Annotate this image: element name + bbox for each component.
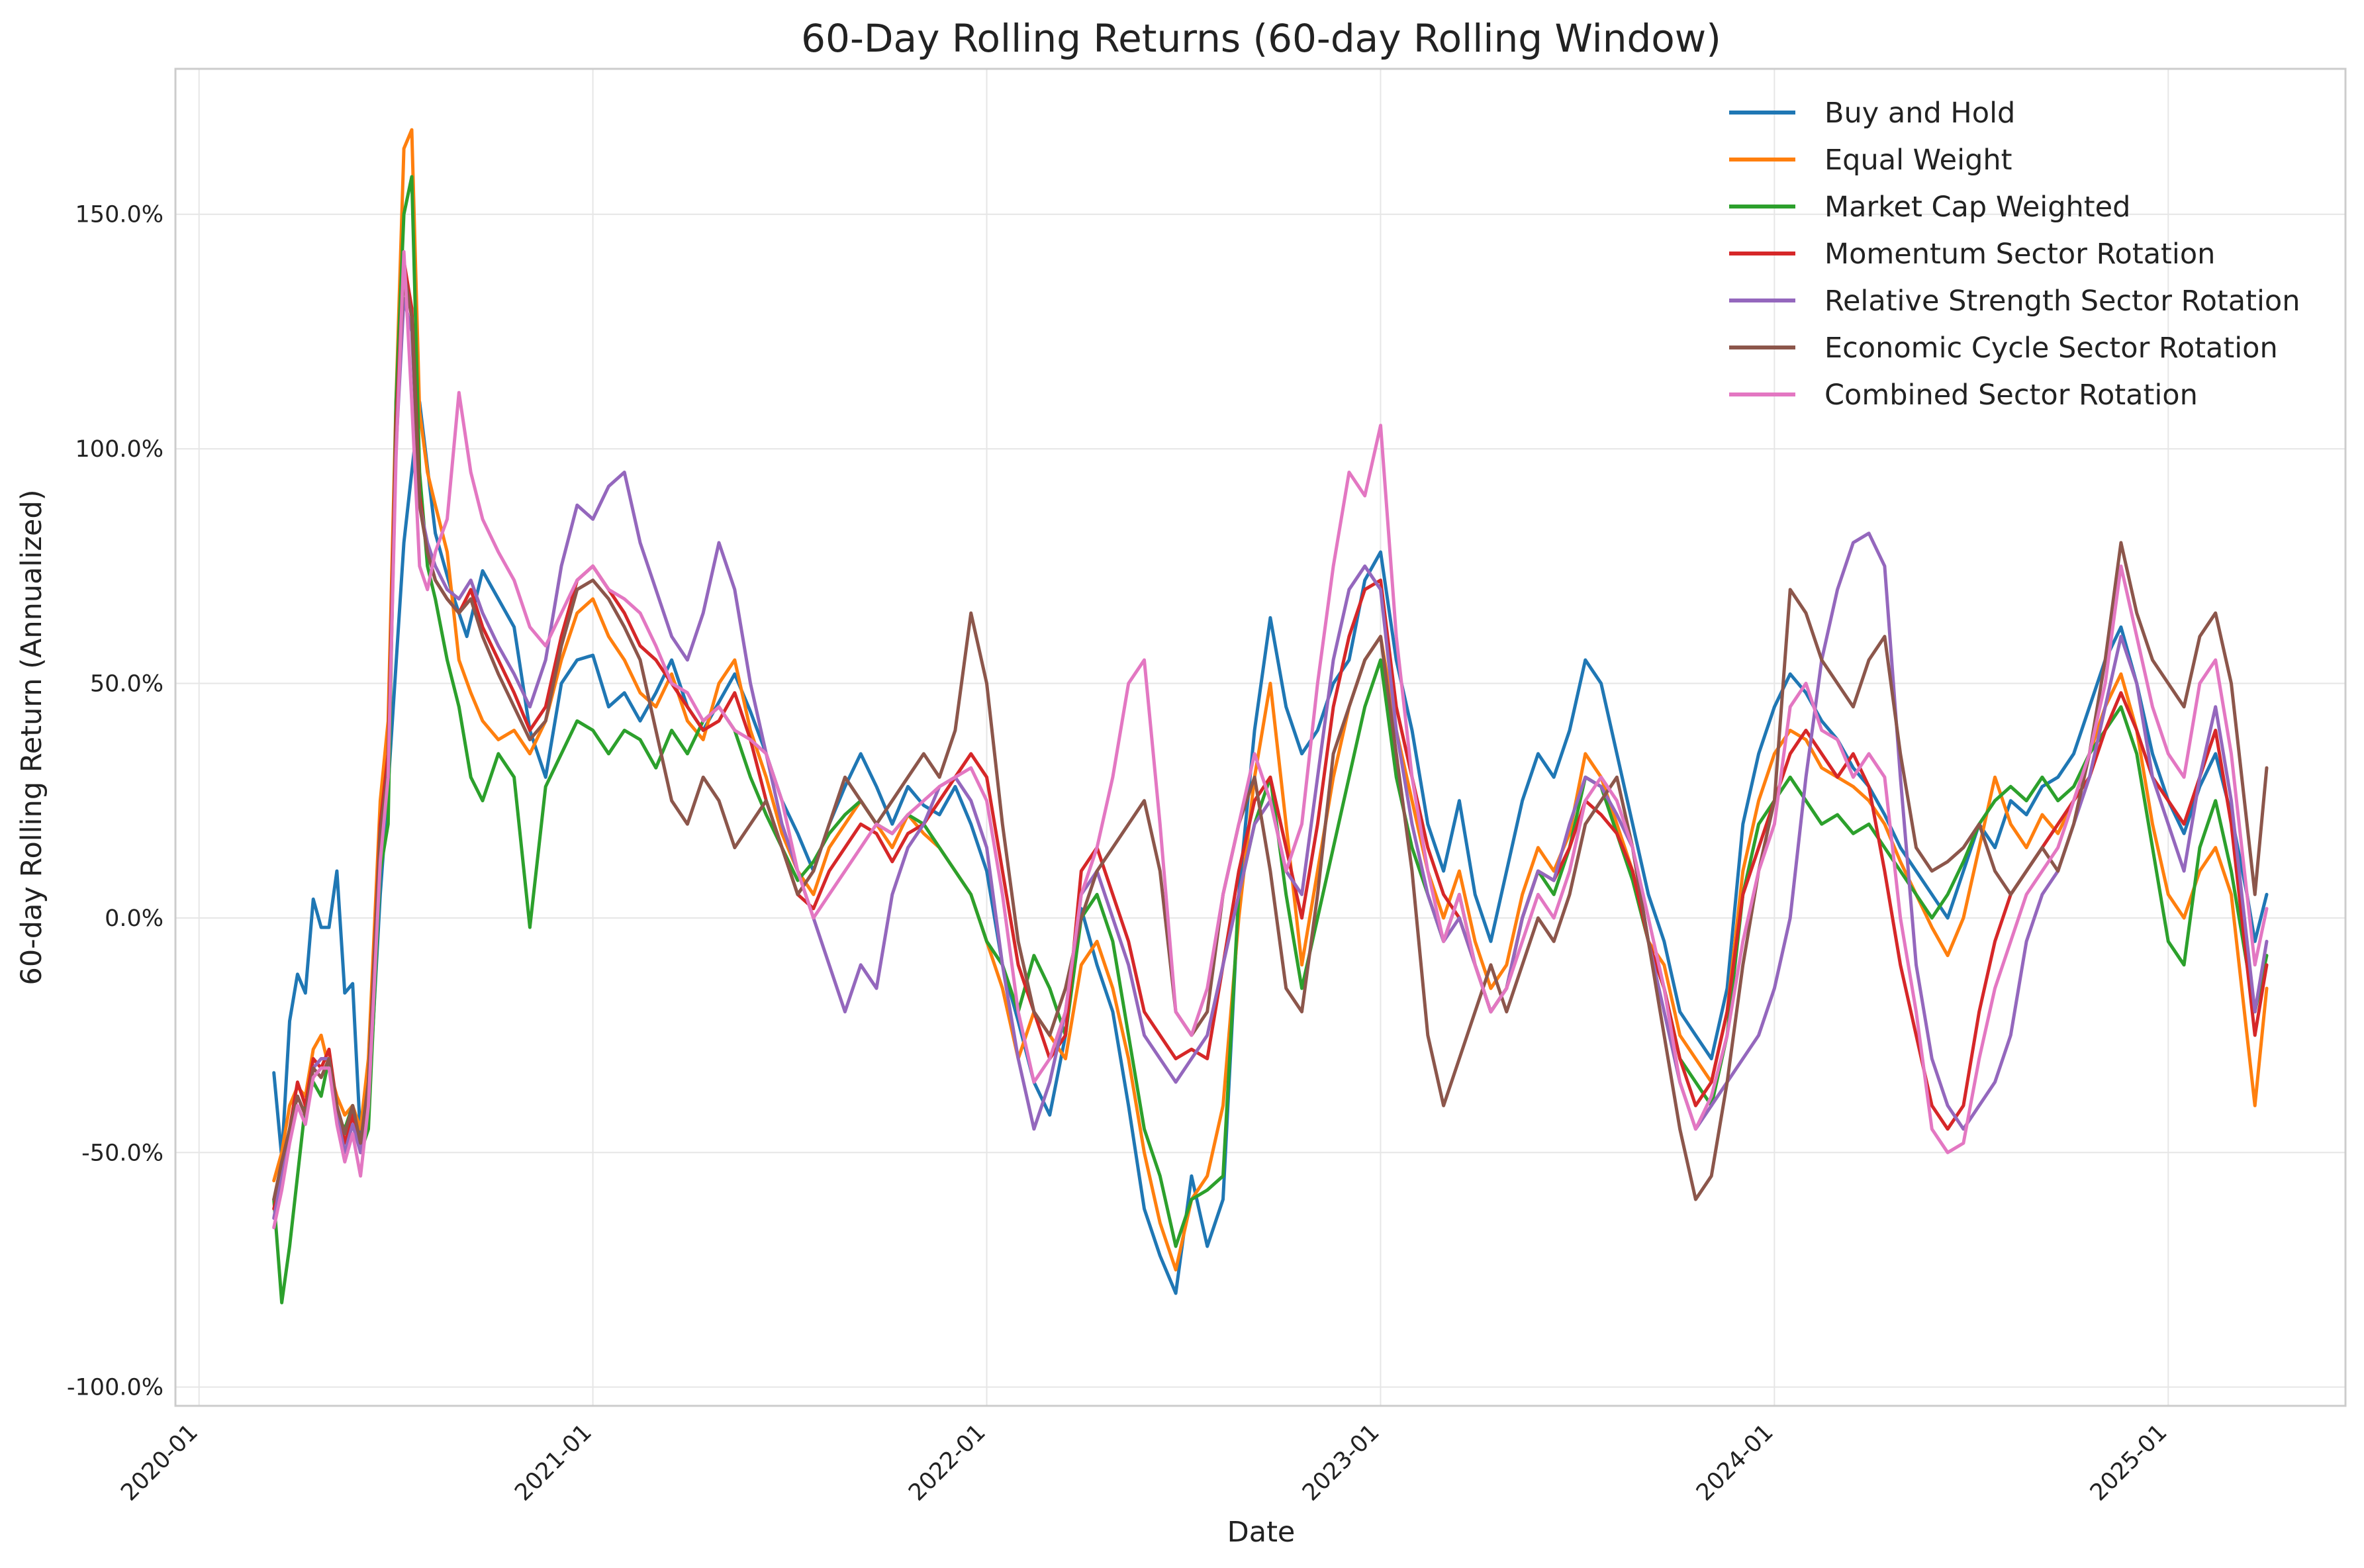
chart-title: 60-Day Rolling Returns (60-day Rolling W… (801, 16, 1721, 61)
series-line-buy-and-hold (272, 400, 2269, 1295)
y-axis-label: 60-day Rolling Return (Annualized) (15, 490, 48, 986)
legend-label-relative-strength-sector-rotation: Relative Strength Sector Rotation (1824, 285, 2300, 318)
y-axis-ticks: -100.0% -50.0% 0.0% 50.0% 100.0% 150.0% (67, 202, 164, 1401)
y-tick-label: 100.0% (75, 436, 164, 463)
x-tick-label: 2020-01 (116, 1419, 203, 1506)
legend-label-economic-cycle-sector-rotation: Economic Cycle Sector Rotation (1824, 332, 2278, 365)
x-tick-label: 2021-01 (510, 1419, 597, 1506)
legend: Buy and Hold Equal Weight Market Cap Weigh… (1729, 97, 2300, 412)
series-line-relative-strength-sector-rotation (272, 297, 2269, 1220)
x-tick-label: 2024-01 (1691, 1419, 1779, 1506)
legend-label-equal-weight: Equal Weight (1824, 144, 2012, 177)
legend-label-buy-and-hold: Buy and Hold (1824, 97, 2015, 130)
y-tick-label: -100.0% (67, 1375, 164, 1401)
x-tick-label: 2022-01 (904, 1419, 991, 1506)
y-tick-label: 50.0% (90, 670, 164, 697)
plot-area-frame (174, 68, 2347, 1407)
y-tick-label: 0.0% (105, 905, 164, 932)
legend-label-market-cap-weighted: Market Cap Weighted (1824, 191, 2130, 224)
x-axis-label: Date (1227, 1516, 1296, 1549)
x-tick-label: 2025-01 (2085, 1419, 2173, 1506)
series-line-momentum-sector-rotation (272, 259, 2269, 1211)
series-line-combined-sector-rotation (272, 250, 2269, 1230)
y-tick-label: 150.0% (75, 202, 164, 228)
legend-label-momentum-sector-rotation: Momentum Sector Rotation (1824, 238, 2215, 271)
legend-label-combined-sector-rotation: Combined Sector Rotation (1824, 379, 2198, 412)
x-axis-ticks: 2020-01 2021-01 2022-01 2023-01 2024-01 2025-… (116, 1419, 2172, 1506)
y-tick-label: -50.0% (81, 1140, 164, 1166)
x-tick-label: 2023-01 (1298, 1419, 1385, 1506)
series-line-market-cap-weighted (272, 175, 2269, 1305)
series-lines (272, 128, 2269, 1305)
